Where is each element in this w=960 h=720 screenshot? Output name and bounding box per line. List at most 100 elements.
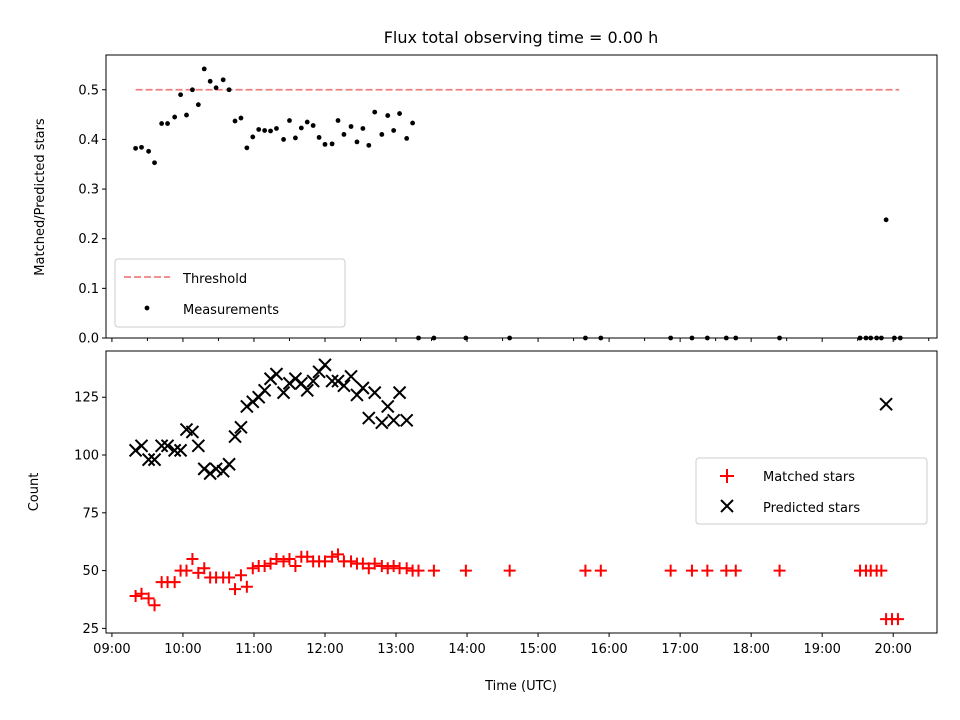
- axes-frame: [105, 350, 938, 634]
- predicted-stars-point: [154, 439, 169, 453]
- matched-stars-point: [387, 559, 400, 572]
- predicted-stars-point: [269, 367, 284, 381]
- measurement-point: [232, 118, 238, 124]
- matched-stars-point: [198, 562, 211, 575]
- matched-stars-point: [685, 564, 698, 577]
- measurement-point: [213, 85, 219, 91]
- y-tick-label: 0.4: [78, 133, 99, 148]
- x-tick-label: 10:00: [164, 642, 201, 657]
- legend-matched-label: Matched stars: [763, 470, 855, 485]
- predicted-stars-point: [879, 397, 893, 411]
- matched-stars-point: [129, 590, 142, 603]
- x-axis-label: Time (UTC): [484, 679, 557, 694]
- x-tick-label: 15:00: [519, 642, 556, 657]
- matched-stars-point: [142, 592, 155, 605]
- predicted-stars-point: [147, 452, 162, 467]
- matched-stars-point: [246, 562, 259, 575]
- predicted-stars-point: [381, 399, 395, 414]
- matched-stars-point: [579, 564, 592, 577]
- measurement-point: [883, 217, 889, 223]
- measurement-point: [304, 119, 310, 125]
- measurement-point: [178, 92, 183, 98]
- x-tick-label: 19:00: [803, 642, 840, 657]
- top-y-axis-label: Matched/Predicted stars: [33, 118, 48, 276]
- x-tick-label: 13:00: [377, 642, 414, 657]
- measurement-point: [238, 115, 244, 121]
- predicted-stars-point: [375, 415, 389, 430]
- predicted-stars-point: [173, 443, 188, 458]
- matched-stars-point: [701, 564, 714, 577]
- predicted-stars-point: [191, 439, 206, 453]
- top-plot: 0.0 0.1 0.2 0.3 0.4 0.5: [78, 54, 938, 347]
- matched-stars-point: [289, 559, 302, 572]
- matched-stars-point: [326, 550, 339, 563]
- matched-stars-point: [375, 559, 388, 572]
- matched-stars-point: [459, 564, 472, 577]
- measurement-point: [391, 128, 397, 133]
- x-tick-label: 14:00: [448, 642, 485, 657]
- y-tick-label: 125: [74, 391, 99, 406]
- predicted-stars-point: [141, 452, 156, 467]
- bottom-y-axis-label: Count: [27, 473, 42, 512]
- y-tick-label: 50: [82, 564, 99, 579]
- measurement-point: [410, 120, 415, 126]
- matched-stars-point: [345, 555, 358, 568]
- measurement-point: [190, 87, 195, 93]
- measurement-point: [172, 114, 178, 120]
- measurement-point: [256, 127, 262, 132]
- measurement-point: [184, 112, 189, 118]
- predicted-stars-point: [167, 443, 182, 458]
- matched-stars-point: [240, 580, 253, 593]
- bottom-legend-frame: [695, 457, 928, 525]
- matched-stars-point: [332, 548, 345, 561]
- matched-stars-point: [135, 587, 148, 600]
- matched-stars-point: [148, 599, 161, 612]
- matched-stars-point: [368, 557, 381, 570]
- matched-stars-point: [186, 553, 199, 566]
- measurement-point: [366, 142, 372, 148]
- measurement-point: [268, 128, 273, 134]
- measurement-point: [316, 135, 322, 140]
- measurement-point: [310, 123, 316, 128]
- top-legend: Threshold Measurements: [114, 258, 346, 328]
- top-legend-frame: [114, 258, 346, 328]
- measurement-point: [287, 118, 292, 123]
- predicted-stars-point: [234, 420, 248, 434]
- measurement-point: [348, 124, 354, 129]
- matched-stars-point: [503, 564, 516, 577]
- predicted-stars-point: [276, 385, 291, 400]
- measurement-point: [372, 109, 378, 115]
- x-tick-label: 18:00: [732, 642, 769, 657]
- matched-stars-point: [270, 553, 283, 566]
- y-tick-label: 0.2: [78, 232, 99, 247]
- predicted-stars-point: [306, 374, 320, 388]
- measurement-point: [139, 144, 144, 150]
- legend-predicted-label: Predicted stars: [763, 501, 860, 516]
- matched-stars-point: [664, 564, 677, 577]
- matched-stars-point: [234, 569, 247, 582]
- measurement-point: [341, 132, 347, 137]
- predicted-stars-point: [362, 411, 376, 425]
- measurement-point: [146, 148, 152, 154]
- bottom-plot: 25 50 75 100 125 09:00 10:00 11:00 12:00 13:00 14:…: [74, 350, 938, 657]
- matched-stars-point: [318, 555, 331, 568]
- y-tick-label: 0.0: [78, 332, 99, 347]
- measurement-point: [329, 141, 335, 147]
- predicted-stars-point: [228, 429, 242, 444]
- measurement-point: [274, 126, 279, 131]
- matched-stars-point: [729, 564, 742, 577]
- measurement-point: [354, 139, 360, 145]
- matched-stars-point: [875, 564, 888, 577]
- axes-frame: [105, 54, 938, 339]
- measurement-point: [133, 145, 138, 151]
- chart-title: Flux total observing time = 0.00 h: [384, 28, 659, 47]
- measurement-point: [293, 135, 298, 141]
- y-tick-label: 0.1: [78, 282, 99, 297]
- matched-stars-point: [283, 553, 296, 566]
- predicted-stars-point: [134, 439, 149, 453]
- predicted-stars-point: [300, 383, 314, 398]
- measurement-point: [165, 121, 170, 126]
- matched-stars-point: [594, 564, 607, 577]
